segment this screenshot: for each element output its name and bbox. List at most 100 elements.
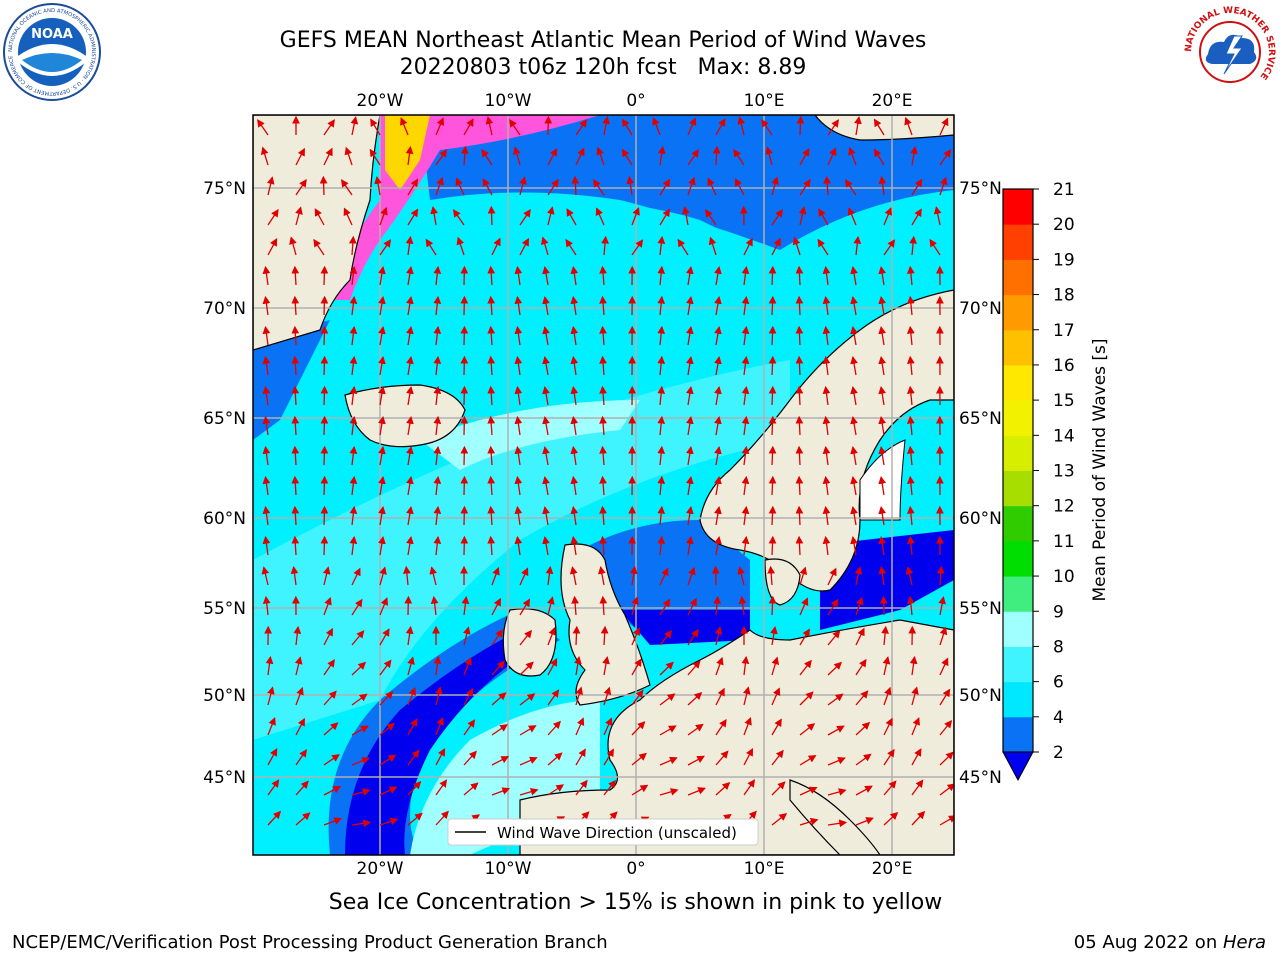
wind-wave-arrow: [542, 295, 550, 316]
wind-wave-arrow: [378, 535, 386, 556]
wind-wave-arrow: [827, 725, 845, 736]
wind-wave-arrow: [406, 355, 414, 376]
wind-wave-arrow: [734, 177, 745, 196]
wind-wave-arrow: [405, 235, 414, 256]
wind-wave-arrow: [939, 117, 949, 136]
wind-wave-arrow: [575, 779, 588, 796]
wind-wave-arrow: [379, 722, 395, 736]
wind-wave-arrow: [407, 656, 415, 676]
wind-wave-arrow: [936, 565, 945, 586]
wind-wave-arrow: [768, 325, 777, 346]
great-britain: [560, 543, 651, 706]
wind-wave-arrow: [295, 179, 307, 196]
wind-wave-arrow: [822, 535, 831, 556]
wind-wave-arrow: [906, 535, 915, 556]
wind-wave-arrow: [883, 717, 893, 736]
wind-wave-arrow: [911, 810, 926, 826]
wind-wave-arrow: [878, 565, 887, 586]
wind-wave-arrow: [873, 148, 885, 166]
wind-wave-arrow: [939, 149, 952, 166]
wind-wave-arrow: [351, 725, 369, 736]
wind-wave-arrow: [714, 626, 723, 646]
wind-wave-arrow: [406, 505, 414, 526]
wind-wave-arrow: [487, 505, 496, 526]
wind-wave-arrow: [407, 718, 418, 736]
wind-wave-arrow: [741, 265, 750, 286]
wind-wave-arrow: [407, 780, 422, 796]
wind-wave-arrow: [795, 385, 804, 406]
wind-wave-arrow: [406, 325, 414, 346]
wind-wave-arrow: [933, 206, 942, 226]
wind-wave-arrow: [687, 660, 701, 676]
biscay-dark: [345, 630, 530, 855]
wind-wave-arrow: [687, 787, 706, 796]
wind-wave-arrow: [799, 691, 814, 706]
wind-wave-arrow: [714, 385, 722, 406]
wind-wave-arrow: [906, 295, 915, 316]
wind-wave-arrow: [765, 146, 773, 166]
colorbar-tick-label: 18: [1053, 286, 1075, 306]
wind-wave-arrow: [262, 265, 271, 286]
wind-wave-arrow: [323, 817, 343, 826]
wind-wave-arrow: [909, 235, 917, 256]
wind-wave-arrow: [320, 355, 329, 376]
wind-wave-arrow: [323, 596, 332, 616]
wind-wave-arrow: [435, 176, 444, 196]
colorbar-segment: [1003, 294, 1033, 331]
wind-wave-arrow: [430, 595, 439, 616]
wind-wave-arrow: [482, 178, 493, 196]
wind-wave-arrow: [435, 779, 448, 796]
wind-wave-arrow: [295, 147, 305, 166]
wind-wave-arrow: [910, 145, 918, 166]
wind-wave-arrow: [349, 445, 358, 466]
wind-wave-arrow: [850, 355, 858, 376]
wind-wave-arrow: [906, 415, 915, 436]
wind-wave-arrow: [349, 505, 358, 526]
wind-wave-arrow: [267, 238, 278, 256]
wind-wave-arrow: [378, 355, 386, 376]
wind-wave-arrow: [575, 119, 587, 136]
wind-wave-arrow: [911, 208, 922, 226]
wind-wave-arrow: [687, 149, 700, 166]
wind-wave-arrow: [267, 748, 278, 766]
lat-tick: 45°N: [203, 768, 246, 788]
wind-wave-arrow: [939, 719, 953, 736]
wind-wave-arrow: [850, 265, 858, 286]
wind-wave-arrow: [598, 566, 606, 586]
wind-wave-arrow: [827, 788, 847, 796]
wind-wave-arrow: [570, 475, 579, 496]
wind-wave-arrow: [599, 595, 608, 616]
wind-wave-arrow: [687, 176, 696, 196]
wind-wave-arrow: [320, 445, 329, 466]
wind-wave-arrow: [323, 722, 339, 736]
wind-wave-arrow: [741, 355, 750, 376]
wind-wave-arrow: [570, 445, 579, 466]
wind-wave-arrow: [795, 505, 804, 526]
wind-wave-arrow: [827, 693, 844, 706]
wind-wave-arrow: [291, 295, 300, 316]
wind-wave-arrow: [405, 625, 414, 646]
colorbar-segment: [1003, 189, 1033, 225]
wind-wave-arrow: [768, 445, 777, 466]
wind-wave-arrow: [686, 385, 694, 406]
wind-wave-arrow: [435, 810, 449, 826]
colorbar-ticks: 2 4 6 8 9 10 11 12 13 14 15 16 17 18 19 20 21: [1033, 180, 1075, 763]
wind-wave-arrow: [599, 295, 607, 316]
wind-wave-arrow: [514, 505, 523, 526]
wind-wave-arrow: [293, 625, 302, 646]
wind-wave-arrow: [855, 817, 874, 826]
wind-wave-arrow: [631, 239, 644, 256]
wind-wave-arrow: [429, 566, 438, 586]
wind-wave-arrow: [266, 176, 275, 196]
wind-wave-arrow: [882, 656, 891, 676]
wind-wave-arrow: [827, 819, 848, 828]
wind-wave-arrow: [827, 119, 840, 136]
wind-wave-arrow: [540, 236, 549, 256]
wind-wave-arrow: [461, 595, 470, 616]
wind-wave-arrow: [657, 415, 666, 436]
wind-wave-arrow: [657, 355, 666, 376]
wind-wave-arrow: [323, 147, 333, 166]
wind-wave-arrow: [491, 660, 505, 676]
wind-wave-arrow: [741, 475, 750, 496]
wind-wave-arrow: [349, 415, 358, 436]
